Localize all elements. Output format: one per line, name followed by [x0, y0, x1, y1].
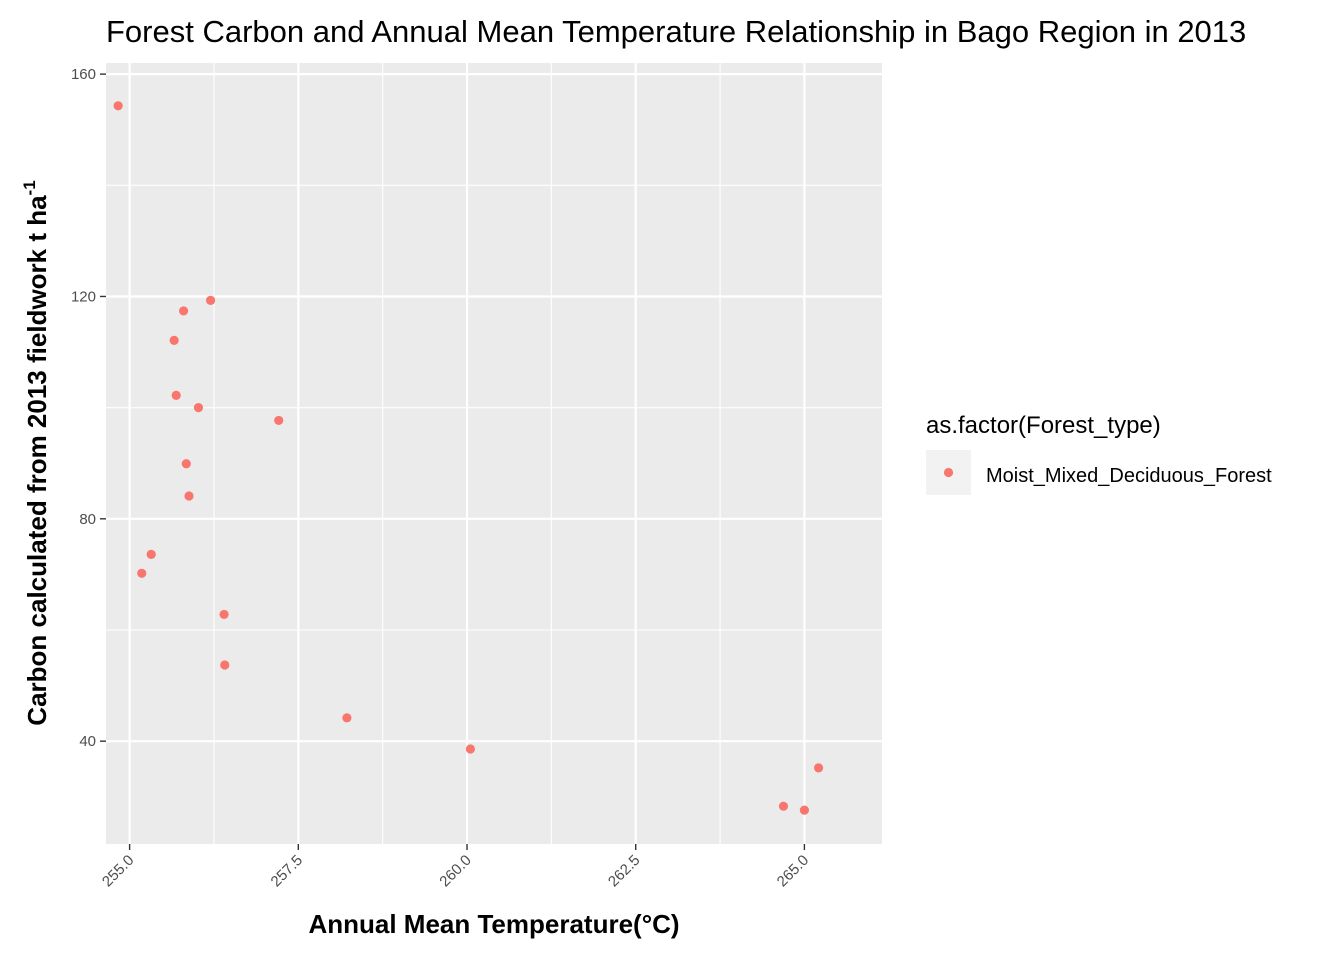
data-point [113, 101, 123, 111]
x-tick-label: 262.5 [605, 852, 644, 891]
data-point [169, 335, 179, 345]
y-tick-label: 120 [71, 288, 96, 305]
data-point [146, 549, 156, 559]
legend-title: as.factor(Forest_type) [926, 412, 1161, 439]
data-point [465, 744, 475, 754]
x-tick-label: 260.0 [436, 852, 475, 891]
data-point [193, 403, 204, 413]
chart-title: Forest Carbon and Annual Mean Temperatur… [106, 14, 1246, 49]
data-point [799, 805, 810, 815]
y-tick-label: 40 [79, 733, 96, 750]
legend: as.factor(Forest_type) Moist_Mixed_Decid… [926, 412, 1272, 495]
y-axis-title: Carbon calculated from 2013 fieldwork t … [20, 180, 52, 725]
data-points [113, 101, 824, 815]
data-point [342, 713, 352, 723]
y-axis-title-main: Carbon calculated from 2013 fieldwork t … [22, 195, 52, 726]
data-point [778, 801, 789, 811]
minor-grid [106, 63, 882, 844]
y-tick-label: 80 [79, 511, 96, 528]
data-point [205, 295, 216, 305]
data-point [220, 660, 230, 670]
x-tick-label: 255.0 [99, 852, 138, 891]
data-point [181, 459, 191, 469]
data-point [137, 568, 147, 578]
y-axis-title-superscript: -1 [20, 180, 39, 195]
data-point [171, 390, 181, 401]
legend-label: Moist_Mixed_Deciduous_Forest [986, 465, 1272, 487]
x-tick-label: 257.5 [268, 852, 307, 891]
data-point [274, 415, 284, 426]
x-axis-ticks: 255.0 257.5 260.0 262.5 265.0 [99, 844, 812, 890]
data-point [184, 491, 194, 501]
y-axis-ticks: 40 80 120 160 [71, 66, 106, 750]
data-point [813, 763, 824, 773]
data-point [219, 609, 229, 620]
x-axis-title: Annual Mean Temperature(°C) [308, 909, 679, 939]
x-tick-label: 265.0 [774, 852, 813, 891]
legend-key-point [943, 467, 954, 478]
y-tick-label: 160 [71, 66, 96, 83]
major-grid [106, 63, 882, 844]
data-point [179, 306, 189, 316]
plot-panel [106, 63, 882, 844]
